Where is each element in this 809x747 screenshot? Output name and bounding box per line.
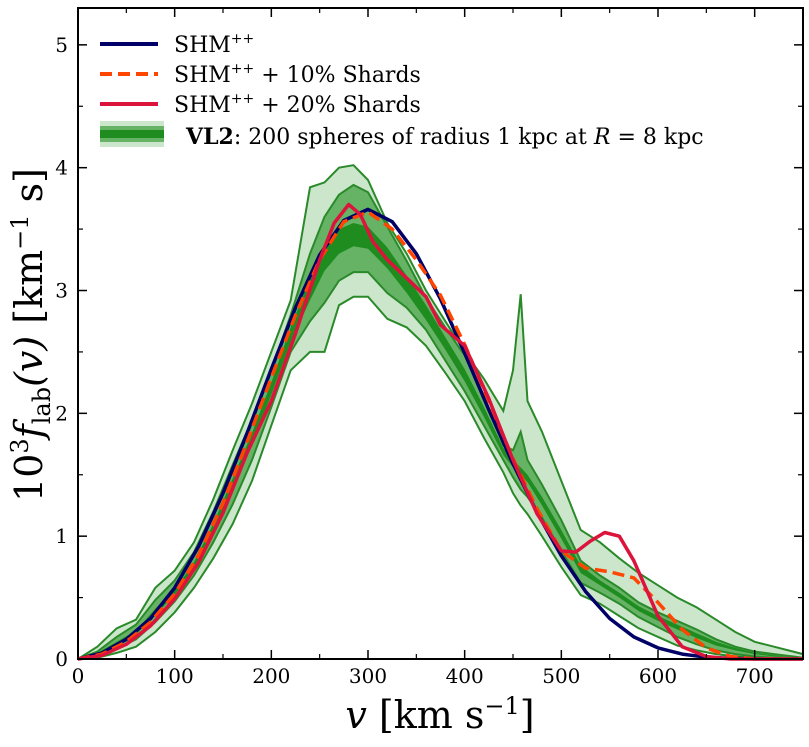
x-tick-label: 500 (542, 664, 580, 688)
x-tick-label: 600 (639, 664, 677, 688)
legend-label-vl2: VL2: 200 spheres of radius 1 kpc at R = … (185, 124, 704, 150)
vl2-band-mid (78, 184, 803, 659)
plot-frame (77, 7, 804, 660)
legend-label-shards10: SHM++ + 10% Shards (174, 61, 421, 88)
y-axis-title: 103flab(v) [km−1 s] (6, 168, 56, 502)
model-lines (77, 202, 803, 661)
legend: SHM++ SHM++ + 10% Shards SHM++ + 20% Sha… (100, 31, 704, 150)
vl2-bands (77, 164, 804, 660)
series-line-shards10 (77, 210, 803, 661)
legend-label-shards20: SHM++ + 20% Shards (174, 91, 421, 118)
x-tick-label: 700 (736, 664, 774, 688)
y-tick-label: 4 (55, 156, 68, 180)
x-tick-label: 0 (72, 664, 85, 688)
x-tick-label: 400 (446, 664, 484, 688)
x-tick-label: 100 (156, 664, 194, 688)
series-line-shards20 (77, 202, 803, 661)
y-tick-label: 1 (55, 524, 68, 548)
y-tick-label: 0 (55, 647, 68, 671)
axis-ticks: 0 100 200 300 400 500 600 700 0 1 2 3 4 5 (55, 8, 803, 688)
vl2-band-inner (78, 223, 803, 659)
x-tick-label: 300 (349, 664, 387, 688)
y-tick-label: 2 (55, 401, 68, 425)
x-axis-title: v [km s−1] (345, 692, 534, 737)
vl2-edge-mid-lower (77, 271, 803, 660)
legend-label-shm: SHM++ (174, 31, 254, 58)
x-tick-label: 200 (252, 664, 290, 688)
legend-swatch-vl2-inner (100, 130, 164, 138)
y-tick-label: 3 (55, 279, 68, 303)
y-tick-label: 5 (55, 33, 68, 57)
